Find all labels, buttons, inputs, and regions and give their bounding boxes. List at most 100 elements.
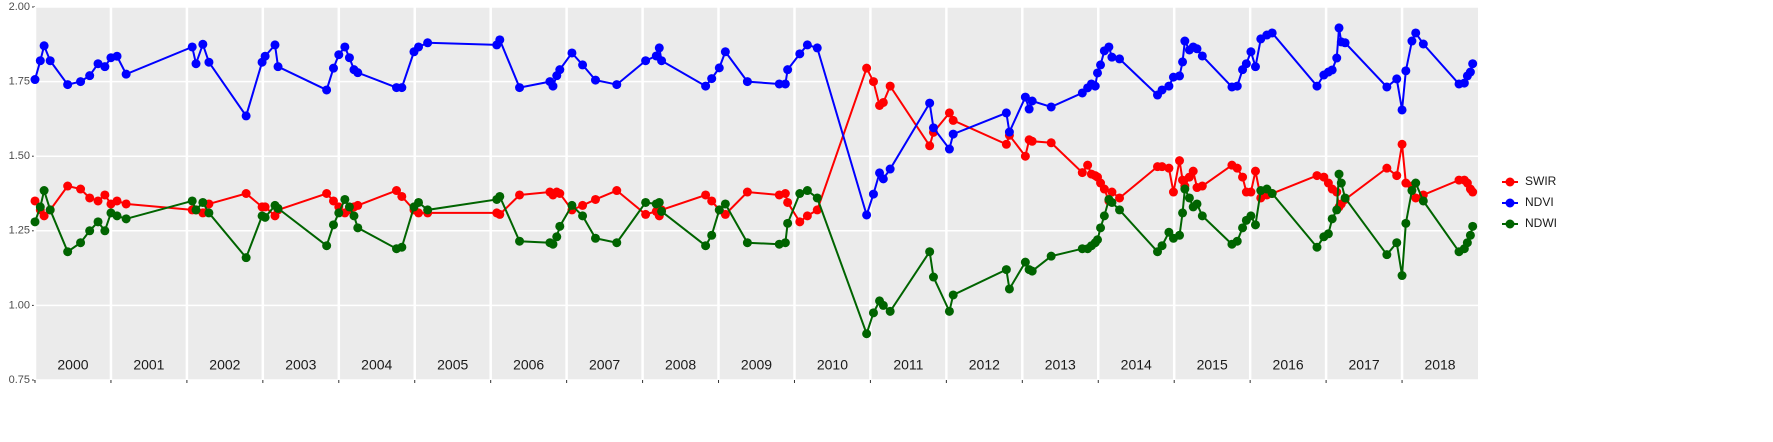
point [1083, 160, 1093, 170]
point [100, 62, 110, 72]
point [39, 186, 49, 196]
point [1046, 251, 1056, 261]
point [1157, 85, 1167, 95]
point [63, 181, 73, 191]
point [1246, 47, 1256, 57]
point [1168, 187, 1178, 197]
point [925, 247, 935, 257]
point [35, 56, 45, 66]
point [414, 42, 424, 52]
point [1077, 168, 1087, 178]
point [1392, 171, 1402, 181]
y-tick-label: 2.00 [9, 1, 30, 13]
point [1157, 241, 1167, 251]
point [1392, 74, 1402, 84]
x-tick-label: 2007 [589, 357, 620, 373]
point [780, 79, 790, 89]
point [112, 211, 122, 221]
point [260, 212, 270, 222]
point [1192, 199, 1202, 209]
point [1382, 250, 1392, 260]
point [714, 63, 724, 73]
point [944, 306, 954, 316]
point [85, 226, 95, 236]
point [1107, 197, 1117, 207]
point [802, 40, 812, 50]
point [322, 241, 332, 251]
point [1382, 163, 1392, 173]
point [948, 290, 958, 300]
point [1401, 66, 1411, 76]
point [1312, 171, 1322, 181]
x-tick-label: 2016 [1273, 357, 1304, 373]
point [555, 189, 565, 198]
point [353, 223, 363, 233]
point [795, 49, 805, 59]
point [93, 217, 103, 227]
point [112, 51, 122, 61]
point [198, 39, 208, 49]
x-tick-label: 2005 [437, 357, 468, 373]
point [1004, 284, 1014, 294]
x-tick-label: 2004 [361, 357, 392, 373]
point [701, 81, 711, 91]
point [1392, 238, 1402, 248]
point [1096, 60, 1106, 70]
point [578, 60, 588, 70]
point [1411, 178, 1421, 188]
point [1175, 71, 1185, 81]
legend-label: NDVI [1525, 195, 1554, 209]
point [241, 111, 251, 121]
point [707, 74, 717, 84]
point [515, 190, 525, 200]
point [1001, 108, 1011, 118]
y-tick-label: 1.00 [9, 299, 30, 311]
point [578, 200, 588, 210]
point [590, 233, 600, 243]
point [641, 209, 651, 219]
point [1115, 193, 1125, 203]
point [45, 205, 55, 215]
point [862, 329, 872, 339]
point [654, 197, 664, 207]
point [612, 80, 622, 90]
point [1175, 230, 1185, 240]
x-tick-label: 2017 [1349, 357, 1380, 373]
point [204, 208, 214, 218]
x-tick-label: 2014 [1121, 357, 1152, 373]
point [1197, 211, 1207, 221]
x-tick-label: 2013 [1045, 357, 1076, 373]
point [1001, 265, 1011, 275]
point [707, 230, 717, 240]
point [1267, 28, 1277, 38]
point [654, 43, 664, 53]
point [423, 38, 433, 48]
point [802, 211, 812, 221]
y-tick-label: 1.75 [9, 76, 30, 88]
point [322, 189, 332, 198]
point [1238, 172, 1248, 182]
point [1327, 65, 1337, 75]
point [1334, 23, 1344, 33]
point [783, 65, 793, 75]
point [1411, 28, 1421, 38]
point [241, 189, 251, 198]
point [878, 174, 888, 184]
point [641, 56, 651, 66]
point [1397, 105, 1407, 115]
point [1468, 59, 1478, 69]
point [783, 218, 793, 228]
x-tick-label: 2010 [817, 357, 848, 373]
point [1340, 38, 1350, 48]
point [1267, 189, 1277, 198]
point [1099, 211, 1109, 221]
point [1407, 36, 1417, 46]
point [612, 238, 622, 248]
legend-swatch [1505, 177, 1515, 187]
point [1099, 184, 1109, 194]
point [76, 238, 86, 248]
point [30, 196, 40, 206]
point [1197, 181, 1207, 191]
x-tick-label: 2008 [665, 357, 696, 373]
